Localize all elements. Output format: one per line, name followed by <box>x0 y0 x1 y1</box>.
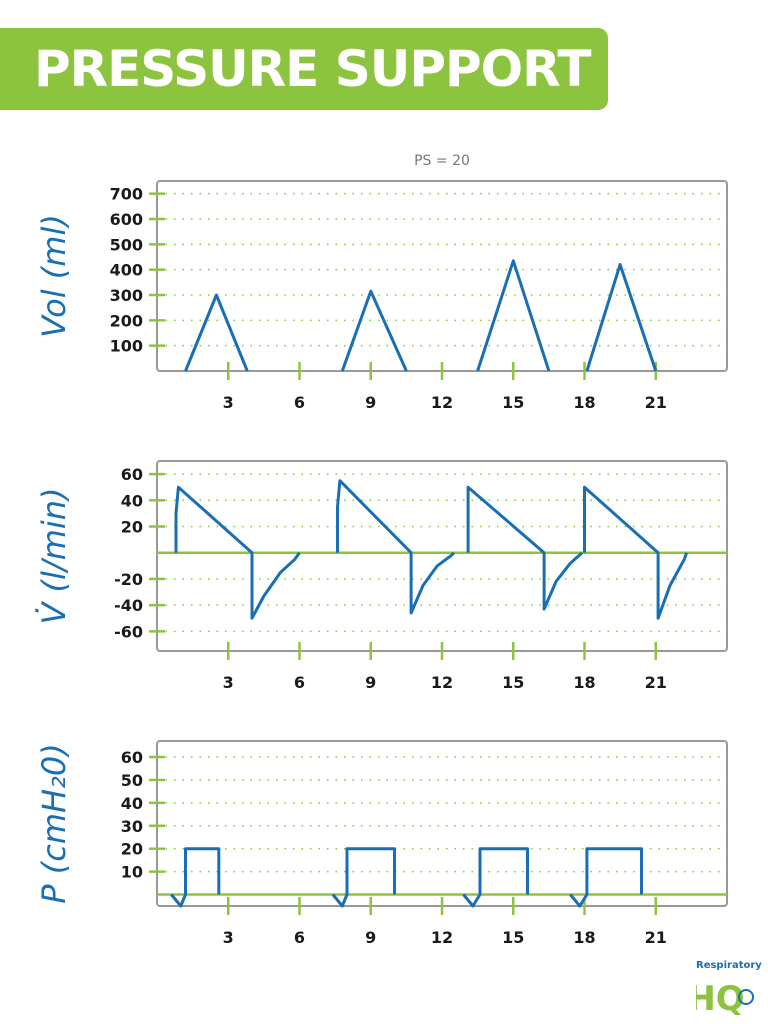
x-tick-label: 12 <box>431 673 453 692</box>
x-tick-label: 3 <box>223 928 234 947</box>
y-tick-label: 700 <box>110 185 143 204</box>
x-tick-label: 18 <box>573 393 595 412</box>
y-tick-label: 20 <box>121 518 143 537</box>
y-tick-label: -40 <box>114 596 143 615</box>
x-tick-label: 15 <box>502 928 524 947</box>
title-banner: PRESSURE SUPPORT <box>0 28 608 110</box>
x-tick-label: 21 <box>645 673 667 692</box>
y-tick-label: 10 <box>121 863 143 882</box>
x-tick-label: 6 <box>294 393 305 412</box>
plot-frame <box>156 180 728 372</box>
y-tick-label: 50 <box>121 771 143 790</box>
waveform-series <box>170 847 643 908</box>
x-tick-label: 3 <box>223 393 234 412</box>
y-tick-label: 500 <box>110 235 143 254</box>
x-tick-label: 12 <box>431 393 453 412</box>
y-tick-label: 300 <box>110 286 143 305</box>
y-tick-label: 40 <box>121 491 143 510</box>
y-tick-label: -20 <box>114 570 143 589</box>
y-axis-label: V̇ (l/min) <box>35 487 73 624</box>
y-axis-label: P (cmH₂0) <box>35 743 73 903</box>
y-tick-label: 40 <box>121 794 143 813</box>
x-tick-label: 15 <box>502 393 524 412</box>
y-tick-label: -60 <box>114 622 143 641</box>
y-tick-label: 20 <box>121 840 143 859</box>
y-tick-label: 200 <box>110 311 143 330</box>
logo-mark: HQ <box>696 979 745 1016</box>
y-tick-label: 60 <box>121 465 143 484</box>
y-tick-label: 100 <box>110 337 143 356</box>
x-tick-label: 9 <box>365 393 376 412</box>
x-tick-label: 6 <box>294 673 305 692</box>
respiratory-hq-logo: Respiratory HQ <box>696 960 762 1016</box>
y-tick-label: 400 <box>110 261 143 280</box>
y-tick-label: 30 <box>121 817 143 836</box>
x-tick-label: 12 <box>431 928 453 947</box>
page-title: PRESSURE SUPPORT <box>34 40 592 98</box>
x-tick-label: 9 <box>365 928 376 947</box>
logo-text: Respiratory <box>696 960 762 971</box>
waveform-series <box>174 479 689 620</box>
x-tick-label: 18 <box>573 928 595 947</box>
waveform-series <box>184 259 658 372</box>
y-tick-label: 60 <box>121 748 143 767</box>
chart-title: PS = 20 <box>414 153 470 169</box>
plot-frame <box>156 460 728 652</box>
x-tick-label: 3 <box>223 673 234 692</box>
x-tick-label: 6 <box>294 928 305 947</box>
y-tick-label: 600 <box>110 210 143 229</box>
hq-logo-icon: HQ <box>696 979 754 1016</box>
x-tick-label: 18 <box>573 673 595 692</box>
y-axis-label: Vol (ml) <box>35 214 73 338</box>
x-tick-label: 21 <box>645 393 667 412</box>
x-tick-label: 21 <box>645 928 667 947</box>
x-tick-label: 9 <box>365 673 376 692</box>
x-tick-label: 15 <box>502 673 524 692</box>
